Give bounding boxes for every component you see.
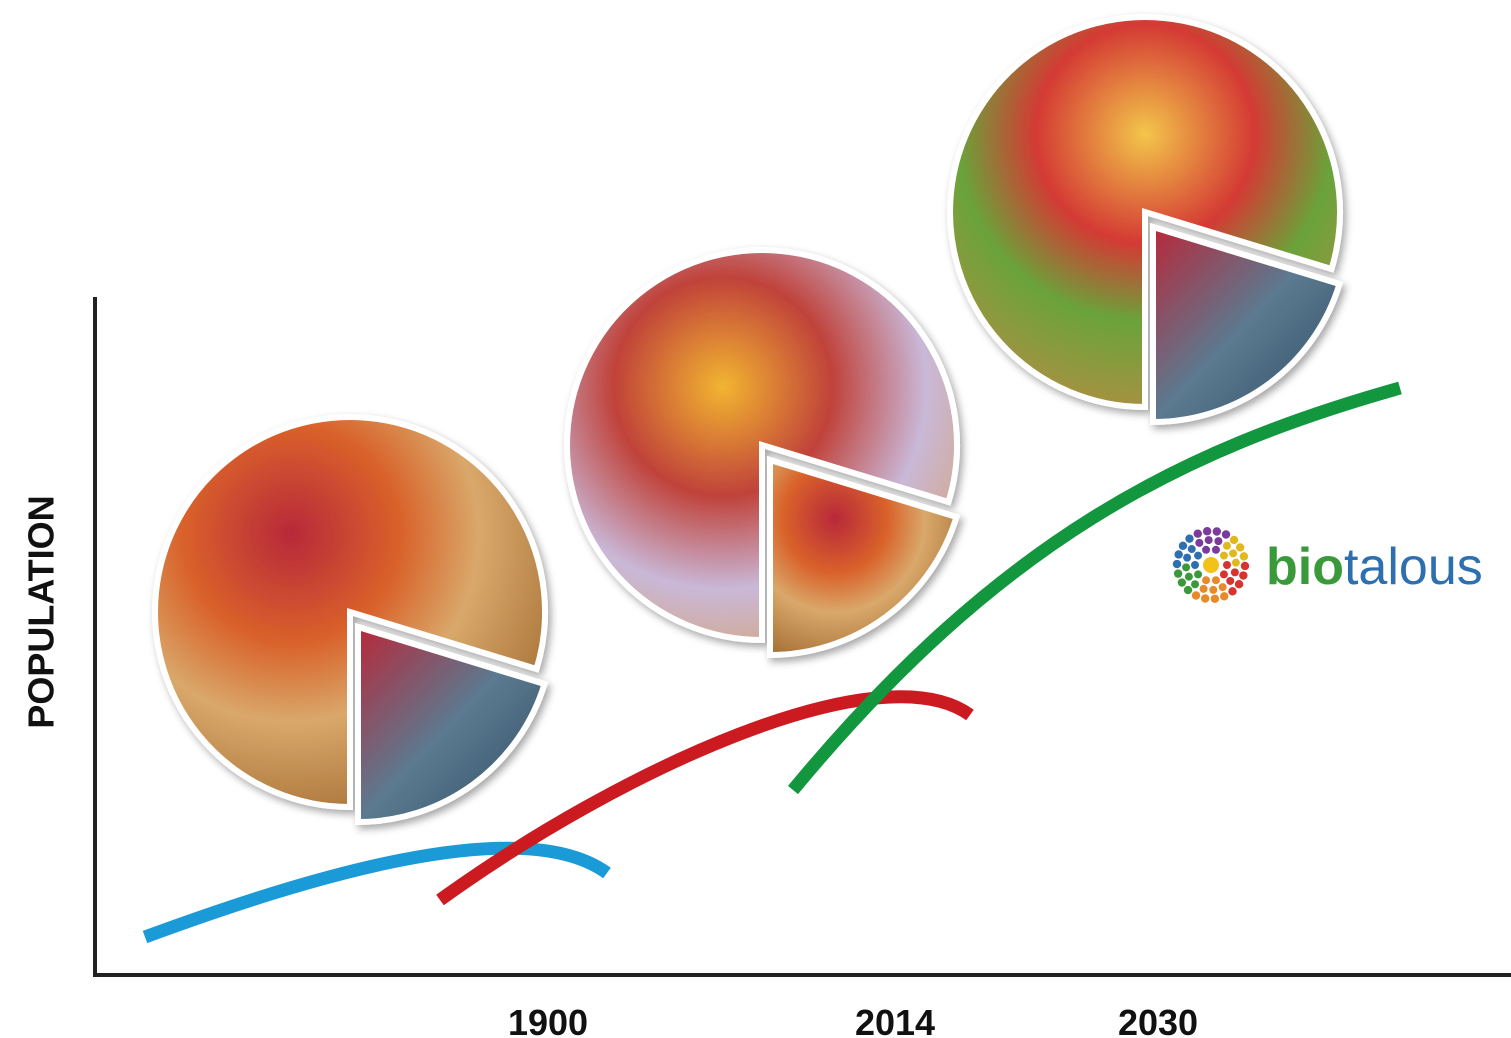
logo-dot bbox=[1212, 546, 1220, 554]
logo-dot bbox=[1194, 529, 1202, 537]
food-pie-1900 bbox=[155, 417, 545, 822]
logo-dot bbox=[1239, 571, 1247, 579]
curve-blue bbox=[145, 848, 607, 937]
logo-dot bbox=[1185, 573, 1193, 581]
x-label: 2014 bbox=[855, 1002, 935, 1038]
logo-dot bbox=[1192, 591, 1200, 599]
logo-dot bbox=[1240, 552, 1248, 560]
logo-dot bbox=[1212, 576, 1220, 584]
logo-dot bbox=[1202, 576, 1210, 584]
logo-bio: bio bbox=[1266, 538, 1344, 596]
logo-mark bbox=[1173, 527, 1249, 603]
logo-dot bbox=[1200, 585, 1208, 593]
logo-dot bbox=[1173, 560, 1181, 568]
logo-dot bbox=[1194, 552, 1202, 560]
logo-dot bbox=[1182, 563, 1190, 571]
logo-dot bbox=[1223, 542, 1231, 550]
logo-dot bbox=[1183, 554, 1191, 562]
logo-dot bbox=[1229, 549, 1237, 557]
logo-dot bbox=[1203, 557, 1219, 573]
food-pie-2014 bbox=[567, 250, 957, 655]
logo-dot bbox=[1201, 594, 1209, 602]
logo-dot bbox=[1232, 559, 1240, 567]
logo-dot bbox=[1241, 562, 1249, 570]
logo-dot bbox=[1174, 569, 1182, 577]
logo-dot bbox=[1231, 568, 1239, 576]
logo-dot bbox=[1236, 543, 1244, 551]
logo-dot bbox=[1185, 534, 1193, 542]
logo-dot bbox=[1178, 578, 1186, 586]
x-label: 1900 bbox=[508, 1002, 588, 1038]
logo-dot bbox=[1214, 537, 1222, 545]
logo-dot bbox=[1226, 577, 1234, 585]
logo-dot bbox=[1228, 587, 1236, 595]
logo-dot bbox=[1191, 580, 1199, 588]
logo-dot bbox=[1219, 583, 1227, 591]
logo-dot bbox=[1220, 592, 1228, 600]
logo-dot bbox=[1191, 561, 1199, 569]
logo-dot bbox=[1179, 542, 1187, 550]
logo-dot bbox=[1174, 550, 1182, 558]
logo-dot bbox=[1209, 586, 1217, 594]
logo-dot bbox=[1230, 536, 1238, 544]
logo-dot bbox=[1205, 536, 1213, 544]
logo-dot bbox=[1202, 546, 1210, 554]
food-pie-2030 bbox=[950, 17, 1340, 422]
logo-dot bbox=[1213, 527, 1221, 535]
logo-dot bbox=[1188, 545, 1196, 553]
logo-dot bbox=[1222, 530, 1230, 538]
logo-dot bbox=[1220, 570, 1228, 578]
logo-text: biotalous bbox=[1266, 538, 1483, 596]
x-label: 2030 bbox=[1118, 1002, 1198, 1038]
logo-talous: talous bbox=[1344, 538, 1483, 596]
infographic: POPULATION 1900 2014 2030 biotalous bbox=[0, 0, 1511, 1038]
page: POPULATION 1900 2014 2030 biotalous (() … bbox=[0, 0, 1511, 1038]
logo-dot bbox=[1203, 527, 1211, 535]
logo-dot bbox=[1235, 580, 1243, 588]
logo-dot bbox=[1184, 586, 1192, 594]
logo-dot bbox=[1223, 561, 1231, 569]
logo-dot bbox=[1211, 595, 1219, 603]
logo-dot bbox=[1195, 539, 1203, 547]
y-axis-label: POPULATION bbox=[21, 495, 62, 728]
logo-dot bbox=[1194, 570, 1202, 578]
logo-dot bbox=[1220, 552, 1228, 560]
